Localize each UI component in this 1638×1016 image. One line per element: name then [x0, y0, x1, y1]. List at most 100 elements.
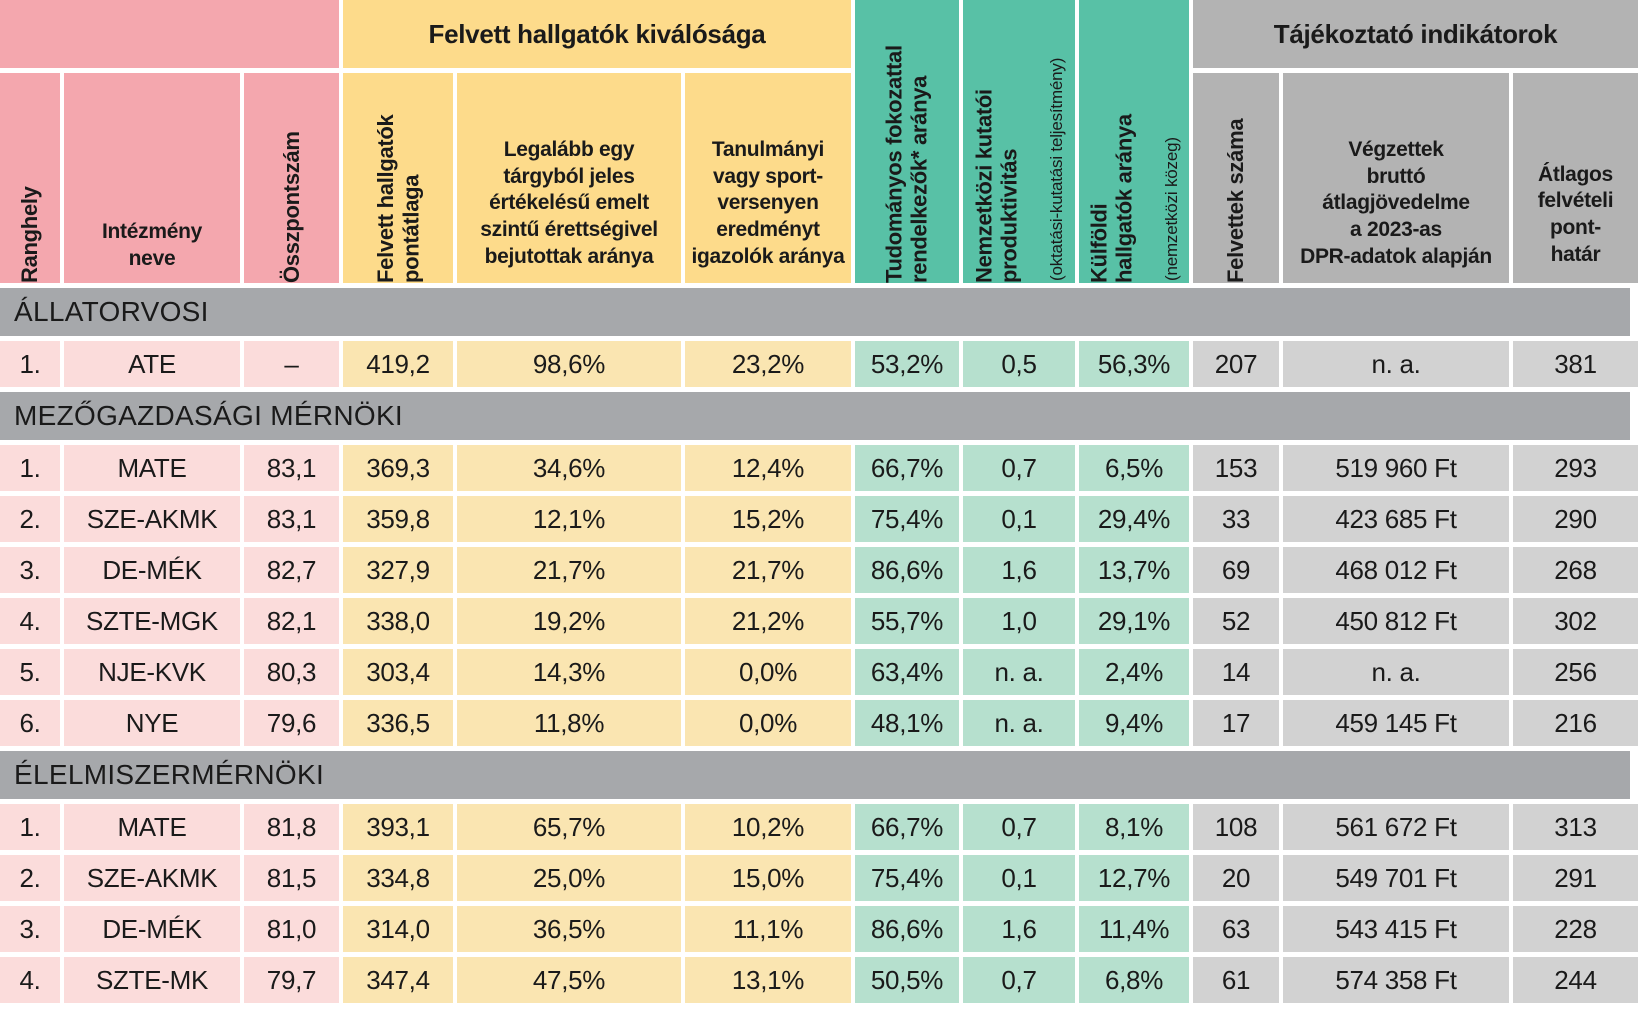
table-cell: 21,7%	[685, 547, 851, 593]
table-cell: 359,8	[343, 496, 453, 542]
table-cell: 82,1	[244, 598, 339, 644]
table-cell: 29,1%	[1079, 598, 1189, 644]
table-cell: 63,4%	[855, 649, 959, 695]
header-group-blank	[0, 0, 339, 68]
col-header-osszpontszam: Összpontszám	[244, 73, 339, 283]
table-cell: 14,3%	[457, 649, 681, 695]
table-cell: 36,5%	[457, 906, 681, 952]
table-cell: 1,6	[963, 906, 1075, 952]
table-cell: 3.	[0, 906, 60, 952]
table-cell: 1.	[0, 341, 60, 387]
table-cell: 4.	[0, 957, 60, 1003]
col-header-nemzetkozi-produktivitas: Nemzetközi kutatói produktivitás (oktatá…	[963, 0, 1075, 283]
table-cell: 11,1%	[685, 906, 851, 952]
table-cell: 419,2	[343, 341, 453, 387]
table-cell: 83,1	[244, 445, 339, 491]
table-cell: 0,0%	[685, 649, 851, 695]
table-cell: –	[244, 341, 339, 387]
table-cell: 0,1	[963, 496, 1075, 542]
table-cell: n. a.	[963, 700, 1075, 746]
table-cell: SZE-AKMK	[64, 855, 240, 901]
table-cell: 33	[1193, 496, 1279, 542]
table-cell: 10,2%	[685, 804, 851, 850]
col-header-pontatlag: Felvett hallgatók pontátlaga	[343, 73, 453, 283]
table-cell: 327,9	[343, 547, 453, 593]
table-cell: 2.	[0, 496, 60, 542]
table-cell: 6,8%	[1079, 957, 1189, 1003]
table-cell: 80,3	[244, 649, 339, 695]
table-cell: 549 701 Ft	[1283, 855, 1509, 901]
table-cell: 55,7%	[855, 598, 959, 644]
table-cell: 0,1	[963, 855, 1075, 901]
table-cell: 108	[1193, 804, 1279, 850]
table-cell: 450 812 Ft	[1283, 598, 1509, 644]
table-cell: 17	[1193, 700, 1279, 746]
table-cell: 543 415 Ft	[1283, 906, 1509, 952]
col-header-kulfoldi-hallgatok: Külföldi hallgatók aránya (nemzetközi kö…	[1079, 0, 1189, 283]
table-cell: 256	[1513, 649, 1638, 695]
table-cell: 23,2%	[685, 341, 851, 387]
col-header-intezmeny-neve: Intézmény neve	[64, 73, 240, 283]
table-cell: DE-MÉK	[64, 547, 240, 593]
table-cell: 66,7%	[855, 804, 959, 850]
table-cell: 2.	[0, 855, 60, 901]
table-cell: MATE	[64, 804, 240, 850]
col-header-tanulmanyi-verseny: Tanulmányi vagy sport- versenyen eredmén…	[685, 73, 851, 283]
table-cell: NYE	[64, 700, 240, 746]
table-cell: 9,4%	[1079, 700, 1189, 746]
table-cell: 381	[1513, 341, 1638, 387]
table-cell: n. a.	[1283, 649, 1509, 695]
table-cell: 86,6%	[855, 547, 959, 593]
header-group-info: Tájékoztató indikátorok	[1193, 0, 1638, 68]
table-cell: 21,7%	[457, 547, 681, 593]
table-cell: 1.	[0, 445, 60, 491]
table-cell: 2,4%	[1079, 649, 1189, 695]
table-cell: 1,6	[963, 547, 1075, 593]
table-cell: SZTE-MGK	[64, 598, 240, 644]
col-header-tudomanyos-fokozat: Tudományos fokozattal rendelkezők* arány…	[855, 0, 959, 283]
table-cell: 13,1%	[685, 957, 851, 1003]
col-header-main: Külföldi hallgatók aránya	[1086, 114, 1137, 283]
table-cell: 0,5	[963, 341, 1075, 387]
table-cell: 228	[1513, 906, 1638, 952]
table-cell: 81,5	[244, 855, 339, 901]
table-cell: 65,7%	[457, 804, 681, 850]
col-header-emelt-erettsegi: Legalább egy tárgyból jeles értékelésű e…	[457, 73, 681, 283]
table-cell: 293	[1513, 445, 1638, 491]
table-cell: 25,0%	[457, 855, 681, 901]
table-cell: DE-MÉK	[64, 906, 240, 952]
col-header-felvettek-szama: Felvettek száma	[1193, 73, 1279, 283]
table-cell: 314,0	[343, 906, 453, 952]
table-cell: n. a.	[1283, 341, 1509, 387]
section-band: MEZŐGAZDASÁGI MÉRNÖKI	[0, 392, 1630, 440]
table-cell: 207	[1193, 341, 1279, 387]
table-cell: 338,0	[343, 598, 453, 644]
table-cell: 0,7	[963, 804, 1075, 850]
table-cell: ATE	[64, 341, 240, 387]
table-cell: 290	[1513, 496, 1638, 542]
table-cell: 8,1%	[1079, 804, 1189, 850]
table-cell: 291	[1513, 855, 1638, 901]
table-cell: 20	[1193, 855, 1279, 901]
col-header-label: Összpontszám	[278, 131, 304, 283]
table-cell: 459 145 Ft	[1283, 700, 1509, 746]
table-cell: 86,6%	[855, 906, 959, 952]
table-cell: 82,7	[244, 547, 339, 593]
table-cell: 13,7%	[1079, 547, 1189, 593]
table-cell: SZE-AKMK	[64, 496, 240, 542]
table-cell: 66,7%	[855, 445, 959, 491]
col-header-label: Tudományos fokozattal rendelkezők* arány…	[856, 0, 957, 283]
table-cell: 423 685 Ft	[1283, 496, 1509, 542]
table-cell: 53,2%	[855, 341, 959, 387]
table-cell: n. a.	[963, 649, 1075, 695]
table-cell: 34,6%	[457, 445, 681, 491]
col-header-atlagos-ponthatar: Átlagos felvételi pont- határ	[1513, 73, 1638, 283]
col-header-main: Nemzetközi kutatói produktivitás	[971, 89, 1022, 283]
table-cell: NJE-KVK	[64, 649, 240, 695]
table-cell: 0,0%	[685, 700, 851, 746]
table-cell: 79,7	[244, 957, 339, 1003]
table-cell: 21,2%	[685, 598, 851, 644]
col-header-sub: (oktatási-kutatási teljesítmény)	[1047, 57, 1067, 281]
table-cell: 47,5%	[457, 957, 681, 1003]
